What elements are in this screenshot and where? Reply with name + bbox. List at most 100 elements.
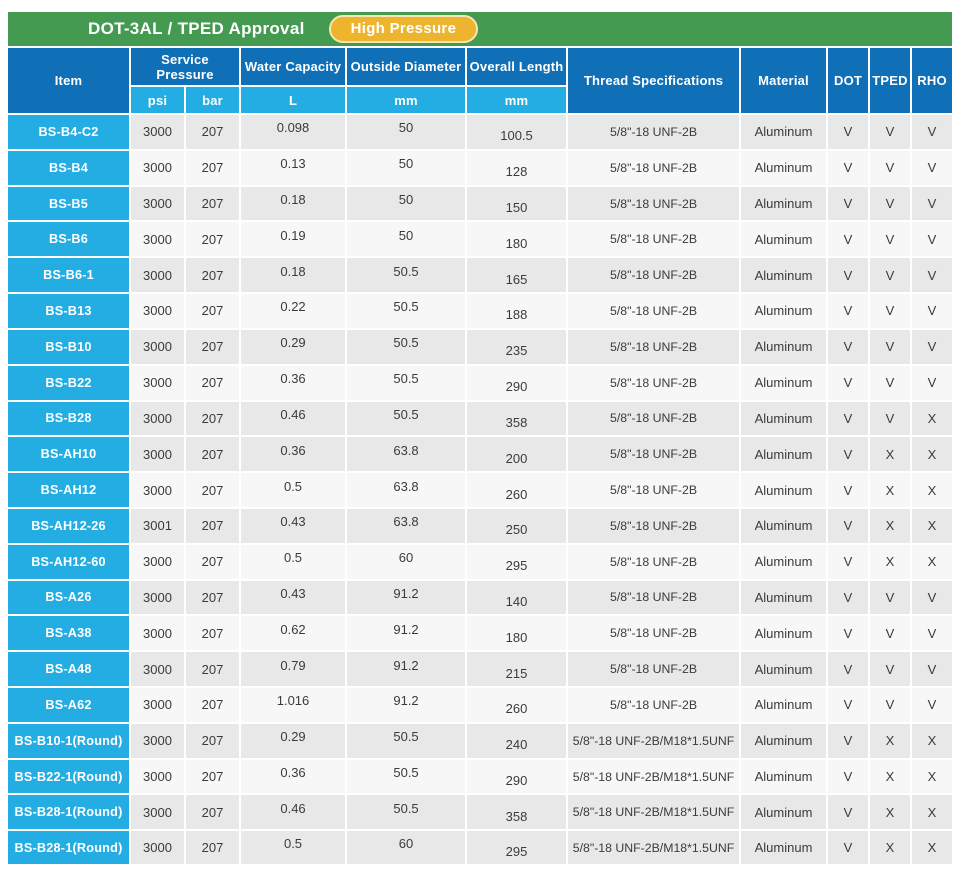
- cell-bar: 207: [183, 435, 242, 474]
- cell-thread-spec: 5/8"-18 UNF-2B: [566, 614, 742, 653]
- cell-water-capacity: 0.19: [239, 220, 348, 259]
- cell-psi: 3000: [129, 471, 186, 509]
- cell-psi: 3000: [129, 220, 186, 259]
- cell-dot-approval: V: [826, 506, 871, 545]
- cell-water-capacity: 0.098: [239, 113, 348, 151]
- cell-outside-diameter-value: 91.2: [393, 621, 419, 637]
- cell-dot-approval: V: [826, 757, 871, 796]
- cell-water-capacity-value: 0.5: [283, 836, 303, 852]
- cell-material: Aluminum: [739, 686, 829, 724]
- cell-overall-length-value: 295: [505, 844, 528, 860]
- table-row: BS-A48 3000 207 0.79 91.2 215 5/8"-18 UNF-2B Al…: [7, 650, 954, 688]
- cell-water-capacity: 0.79: [239, 650, 348, 688]
- cell-water-capacity: 0.36: [239, 757, 348, 796]
- cell-outside-diameter: 50.5: [345, 363, 468, 402]
- cell-bar: 207: [183, 363, 242, 402]
- cell-overall-length: 180: [465, 220, 569, 259]
- cell-water-capacity: 0.43: [239, 578, 348, 617]
- cell-bar: 207: [183, 471, 242, 509]
- cell-water-capacity-value: 0.29: [280, 335, 306, 351]
- cell-material: Aluminum: [739, 399, 829, 438]
- cell-thread-spec: 5/8"-18 UNF-2B: [566, 578, 742, 617]
- cell-material: Aluminum: [739, 721, 829, 760]
- cell-thread-spec: 5/8"-18 UNF-2B/M18*1.5UNF: [566, 793, 742, 832]
- cell-item: BS-B22-1(Round): [7, 757, 131, 796]
- cell-outside-diameter: 91.2: [345, 650, 468, 688]
- cell-item: BS-B10-1(Round): [7, 721, 131, 760]
- cell-tped-approval: V: [868, 399, 913, 438]
- cell-rho-approval: X: [910, 793, 954, 832]
- cell-outside-diameter: 50: [345, 184, 468, 223]
- cell-outside-diameter-value: 60: [398, 550, 414, 566]
- cell-water-capacity-value: 0.22: [280, 299, 306, 315]
- col-header-overall-length: Overall Length: [465, 47, 569, 87]
- cell-rho-approval: X: [910, 399, 954, 438]
- unit-length-mm: mm: [465, 85, 569, 115]
- table-row: BS-AH12-26 3001 207 0.43 63.8 250 5/8"-18 UNF-…: [7, 506, 954, 545]
- cell-dot-approval: V: [826, 363, 871, 402]
- table-row: BS-B10-1(Round) 3000 207 0.29 50.5 240 5/8"-18…: [7, 721, 954, 760]
- cell-rho-approval: X: [910, 721, 954, 760]
- cell-overall-length-value: 260: [505, 701, 528, 717]
- table-body: BS-B4-C2 3000 207 0.098 50 100.5 5/8"-18 UNF-2…: [7, 113, 954, 865]
- cell-bar: 207: [183, 829, 242, 865]
- col-header-rho: RHO: [910, 47, 954, 115]
- cell-overall-length-value: 128: [505, 164, 528, 180]
- cell-outside-diameter: 50.5: [345, 327, 468, 366]
- cell-water-capacity: 0.36: [239, 435, 348, 474]
- cell-material: Aluminum: [739, 113, 829, 151]
- cell-outside-diameter: 50.5: [345, 793, 468, 832]
- cell-overall-length-value: 290: [505, 379, 528, 395]
- cell-material: Aluminum: [739, 363, 829, 402]
- cell-psi: 3000: [129, 757, 186, 796]
- cell-overall-length-value: 188: [505, 307, 528, 323]
- cell-rho-approval: V: [910, 113, 954, 151]
- cell-thread-spec: 5/8"-18 UNF-2B/M18*1.5UNF: [566, 829, 742, 865]
- cell-outside-diameter: 91.2: [345, 686, 468, 724]
- cell-thread-spec: 5/8"-18 UNF-2B: [566, 399, 742, 438]
- cell-outside-diameter-value: 63.8: [393, 514, 419, 530]
- cell-thread-spec: 5/8"-18 UNF-2B: [566, 363, 742, 402]
- cell-overall-length: 290: [465, 363, 569, 402]
- cell-tped-approval: X: [868, 542, 913, 581]
- cell-water-capacity: 1.016: [239, 686, 348, 724]
- cell-rho-approval: V: [910, 327, 954, 366]
- cell-outside-diameter-value: 50.5: [393, 263, 419, 279]
- cell-outside-diameter-value: 50: [398, 192, 414, 208]
- cell-outside-diameter: 63.8: [345, 471, 468, 509]
- cell-dot-approval: V: [826, 292, 871, 330]
- cell-dot-approval: V: [826, 721, 871, 760]
- cell-tped-approval: V: [868, 148, 913, 187]
- cell-water-capacity-value: 0.43: [280, 585, 306, 601]
- cell-thread-spec: 5/8"-18 UNF-2B/M18*1.5UNF: [566, 757, 742, 796]
- cell-overall-length-value: 140: [505, 593, 528, 609]
- page-title: DOT-3AL / TPED Approval: [88, 19, 305, 38]
- cell-psi: 3000: [129, 542, 186, 581]
- cell-material: Aluminum: [739, 757, 829, 796]
- cell-thread-spec: 5/8"-18 UNF-2B: [566, 327, 742, 366]
- cell-item: BS-B4: [7, 148, 131, 187]
- cell-outside-diameter-value: 50.5: [393, 800, 419, 816]
- cell-outside-diameter-value: 91.2: [393, 693, 419, 709]
- cell-rho-approval: V: [910, 148, 954, 187]
- cell-rho-approval: V: [910, 363, 954, 402]
- cell-material: Aluminum: [739, 184, 829, 223]
- cell-overall-length: 260: [465, 686, 569, 724]
- cell-rho-approval: X: [910, 829, 954, 865]
- cell-psi: 3000: [129, 292, 186, 330]
- cell-water-capacity-value: 0.36: [280, 765, 306, 781]
- cell-thread-spec: 5/8"-18 UNF-2B: [566, 506, 742, 545]
- cell-psi: 3000: [129, 363, 186, 402]
- cell-outside-diameter-value: 50.5: [393, 729, 419, 745]
- cell-water-capacity-value: 0.43: [280, 514, 306, 530]
- col-header-material: Material: [739, 47, 829, 115]
- cell-tped-approval: V: [868, 184, 913, 223]
- cell-water-capacity-value: 0.18: [280, 192, 306, 208]
- cell-water-capacity: 0.13: [239, 148, 348, 187]
- cell-bar: 207: [183, 686, 242, 724]
- cell-water-capacity-value: 0.13: [280, 156, 306, 172]
- cell-water-capacity-value: 0.46: [280, 406, 306, 422]
- table-row: BS-B4-C2 3000 207 0.098 50 100.5 5/8"-18 UNF-2…: [7, 113, 954, 151]
- cell-overall-length: 100.5: [465, 113, 569, 151]
- unit-diameter-mm: mm: [345, 85, 468, 115]
